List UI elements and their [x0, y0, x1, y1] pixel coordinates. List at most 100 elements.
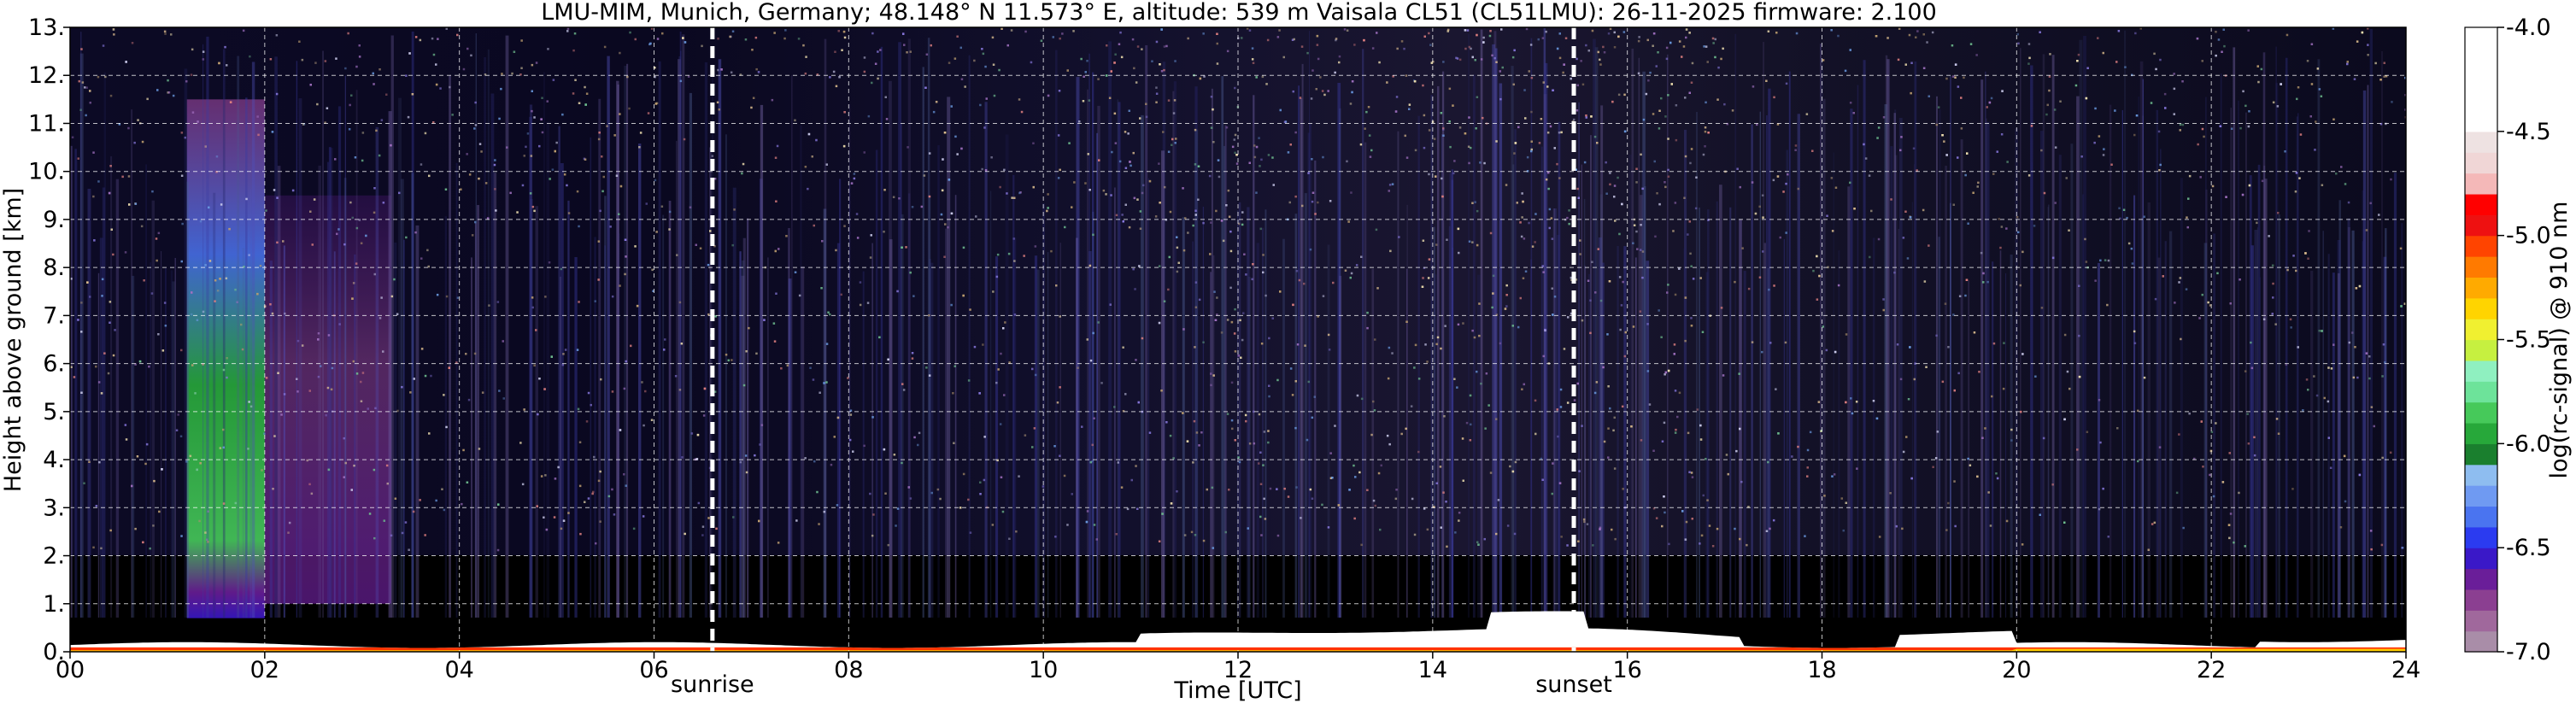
- y-tick-label: 12.: [28, 62, 65, 89]
- noise-dot: [1176, 490, 1178, 493]
- signal-streak: [2250, 245, 2254, 618]
- noise-dot: [1655, 517, 1658, 519]
- noise-dot: [716, 101, 719, 104]
- noise-dot: [1247, 527, 1249, 530]
- noise-dot: [668, 228, 671, 231]
- noise-dot: [1111, 150, 1113, 154]
- noise-dot: [1458, 251, 1460, 255]
- noise-dot: [2399, 247, 2403, 250]
- noise-dot: [1055, 284, 1058, 287]
- noise-dot: [2039, 31, 2041, 33]
- noise-dot: [382, 202, 385, 204]
- noise-dot: [1707, 132, 1710, 134]
- noise-dot: [1311, 200, 1314, 203]
- noise-dot: [950, 212, 954, 215]
- noise-dot: [373, 536, 376, 540]
- noise-dot: [2098, 135, 2101, 138]
- noise-dot: [1540, 457, 1542, 460]
- noise-dot: [1458, 512, 1461, 514]
- noise-dot: [1139, 210, 1142, 213]
- signal-streak: [1950, 202, 1951, 618]
- noise-dot: [1558, 32, 1561, 35]
- noise-dot: [2051, 483, 2054, 486]
- noise-dot: [1405, 156, 1409, 159]
- noise-dot: [326, 107, 329, 109]
- noise-dot: [1576, 382, 1579, 385]
- noise-dot: [553, 516, 556, 519]
- noise-dot: [1585, 116, 1587, 119]
- noise-dot: [1546, 132, 1550, 134]
- noise-dot: [1370, 149, 1373, 152]
- signal-streak: [2275, 83, 2279, 618]
- noise-dot: [663, 349, 666, 351]
- noise-dot: [1549, 125, 1552, 128]
- noise-dot: [754, 36, 758, 39]
- signal-streak: [741, 275, 745, 618]
- noise-dot: [101, 278, 104, 281]
- noise-dot: [1812, 269, 1815, 272]
- noise-dot: [1047, 94, 1050, 97]
- noise-dot: [443, 508, 446, 512]
- noise-dot: [597, 138, 601, 141]
- noise-dot: [1356, 394, 1359, 397]
- signal-streak: [222, 49, 226, 618]
- noise-dot: [973, 345, 977, 349]
- noise-dot: [1664, 371, 1667, 374]
- noise-dot: [1440, 112, 1443, 114]
- noise-dot: [97, 75, 100, 79]
- noise-dot: [1652, 32, 1656, 35]
- noise-dot: [1674, 293, 1677, 296]
- noise-dot: [930, 491, 933, 495]
- noise-dot: [2309, 115, 2312, 118]
- noise-dot: [816, 490, 819, 494]
- noise-dot: [1777, 432, 1780, 435]
- noise-dot: [1694, 207, 1698, 210]
- noise-dot: [435, 63, 437, 66]
- noise-dot: [601, 155, 603, 158]
- y-tick-label: 1.: [43, 591, 65, 618]
- noise-dot: [544, 474, 547, 477]
- noise-dot: [1113, 112, 1117, 115]
- signal-streak: [678, 56, 682, 618]
- noise-dot: [1822, 325, 1824, 328]
- noise-dot: [1548, 226, 1551, 230]
- signal-streak: [249, 189, 252, 618]
- noise-dot: [1687, 233, 1689, 236]
- signal-streak: [742, 237, 746, 618]
- noise-dot: [1722, 47, 1724, 50]
- noise-dot: [1557, 435, 1559, 438]
- signal-streak: [2047, 207, 2049, 618]
- noise-dot: [405, 236, 408, 239]
- noise-dot: [1371, 47, 1375, 50]
- x-tick-label: 14: [1418, 657, 1447, 683]
- noise-dot: [486, 217, 490, 220]
- signal-streak: [2142, 79, 2144, 618]
- noise-dot: [2174, 302, 2176, 304]
- noise-dot: [1449, 145, 1452, 149]
- noise-dot: [1491, 54, 1493, 57]
- noise-dot: [1164, 185, 1166, 189]
- noise-dot: [1446, 238, 1448, 241]
- noise-dot: [967, 379, 971, 382]
- noise-dot: [1073, 181, 1076, 184]
- noise-dot: [1206, 488, 1208, 491]
- noise-dot: [1632, 242, 1634, 244]
- noise-dot: [1530, 110, 1533, 114]
- noise-dot: [1914, 362, 1916, 365]
- noise-dot: [731, 30, 735, 32]
- noise-dot: [1992, 173, 1995, 175]
- noise-dot: [613, 134, 616, 137]
- noise-dot: [1523, 237, 1526, 240]
- signal-streak: [788, 228, 790, 618]
- signal-streak: [1282, 238, 1285, 618]
- noise-dot: [1963, 76, 1965, 79]
- noise-dot: [355, 226, 359, 230]
- noise-dot: [1100, 382, 1103, 384]
- noise-dot: [98, 460, 101, 464]
- noise-dot: [1216, 62, 1219, 65]
- noise-dot: [1160, 390, 1163, 392]
- noise-dot: [1550, 217, 1553, 220]
- noise-dot: [1943, 140, 1945, 143]
- noise-dot: [820, 287, 823, 290]
- noise-dot: [1640, 439, 1643, 442]
